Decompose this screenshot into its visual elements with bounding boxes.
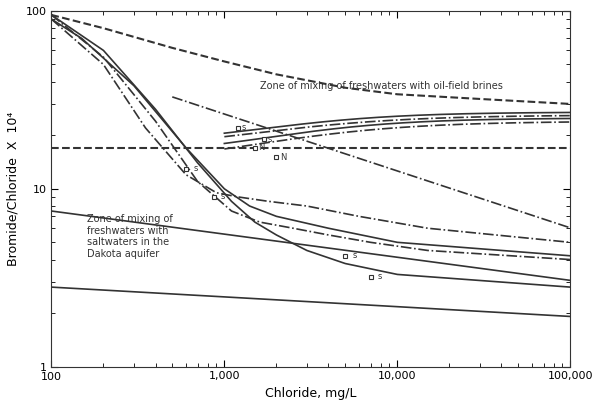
X-axis label: Chloride, mg/L: Chloride, mg/L <box>265 387 356 400</box>
Text: s: s <box>352 251 357 260</box>
Text: s: s <box>221 193 226 201</box>
Text: s: s <box>268 135 272 144</box>
Text: s: s <box>377 272 382 281</box>
Text: N: N <box>259 143 265 152</box>
Text: s: s <box>242 123 246 132</box>
Y-axis label: Bromide/Chloride  X  10⁴: Bromide/Chloride X 10⁴ <box>7 112 20 266</box>
Text: Zone of mixing of freshwaters with oil-field brines: Zone of mixing of freshwaters with oil-f… <box>260 81 503 91</box>
Text: s: s <box>193 164 197 173</box>
Text: Zone of mixing of
freshwaters with
saltwaters in the
Dakota aquifer: Zone of mixing of freshwaters with saltw… <box>86 214 172 259</box>
Text: N: N <box>280 153 286 162</box>
